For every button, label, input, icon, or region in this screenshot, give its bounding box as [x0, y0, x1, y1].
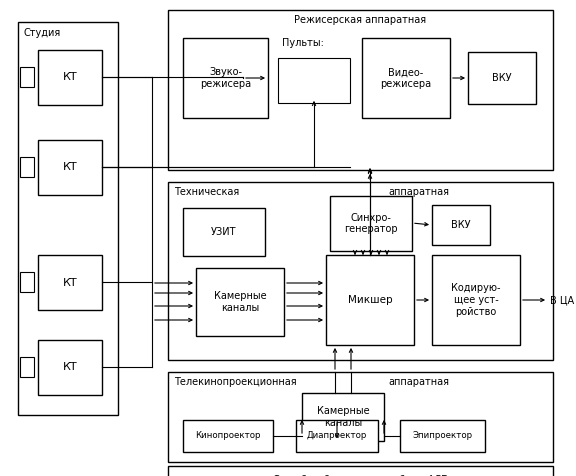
Text: аппаратная: аппаратная	[388, 187, 449, 197]
Text: Диапроектор: Диапроектор	[307, 432, 367, 440]
Bar	[183, 208, 265, 256]
Text: Микшер: Микшер	[348, 295, 392, 305]
Bar	[278, 58, 350, 103]
Bar	[168, 182, 553, 360]
Bar	[168, 372, 553, 462]
Text: ВКУ: ВКУ	[492, 73, 512, 83]
Text: Эпипроектор: Эпипроектор	[412, 432, 472, 440]
Text: Студия: Студия	[24, 28, 61, 38]
Text: КТ: КТ	[63, 162, 77, 172]
Bar	[168, 466, 553, 476]
Text: КТ: КТ	[63, 278, 77, 288]
Bar	[362, 38, 450, 118]
Text: аппаратная: аппаратная	[388, 377, 449, 387]
Text: В ЦА: В ЦА	[550, 295, 574, 305]
Bar	[20, 157, 34, 177]
Bar	[302, 393, 384, 441]
Text: Техническая: Техническая	[174, 187, 239, 197]
Text: Режисерская аппаратная: Режисерская аппаратная	[294, 15, 426, 25]
Bar	[400, 420, 485, 452]
Text: Камерные
каналы: Камерные каналы	[214, 291, 266, 313]
Bar	[468, 52, 536, 104]
Bar	[38, 50, 102, 105]
Bar	[432, 205, 490, 245]
Bar	[183, 38, 268, 118]
Text: Видео-
режисера: Видео- режисера	[380, 67, 431, 89]
Text: Кинопроектор: Кинопроектор	[195, 432, 261, 440]
Text: КТ: КТ	[63, 363, 77, 373]
Bar	[196, 268, 284, 336]
Bar	[330, 196, 412, 251]
Bar	[20, 357, 34, 377]
Text: УЗИТ: УЗИТ	[211, 227, 237, 237]
Bar	[183, 420, 273, 452]
Text: Синхро-
генератор: Синхро- генератор	[344, 213, 398, 234]
Text: Телекинопроекционная: Телекинопроекционная	[174, 377, 297, 387]
Bar	[168, 10, 553, 170]
Bar	[18, 22, 118, 415]
Text: Службы обеспечения работы АСБ: Службы обеспечения работы АСБ	[273, 475, 448, 476]
Bar	[38, 255, 102, 310]
Bar	[326, 255, 414, 345]
Text: Камерные
каналы: Камерные каналы	[317, 406, 369, 428]
Bar	[20, 272, 34, 292]
Bar	[20, 67, 34, 87]
Bar	[38, 140, 102, 195]
Text: Звуко-
режисера: Звуко- режисера	[200, 67, 251, 89]
Text: Пульты:: Пульты:	[282, 38, 324, 48]
Text: КТ: КТ	[63, 72, 77, 82]
Bar	[38, 340, 102, 395]
Bar	[296, 420, 378, 452]
Bar	[432, 255, 520, 345]
Text: Кодирую-
щее уст-
ройство: Кодирую- щее уст- ройство	[451, 283, 501, 317]
Text: ВКУ: ВКУ	[451, 220, 471, 230]
